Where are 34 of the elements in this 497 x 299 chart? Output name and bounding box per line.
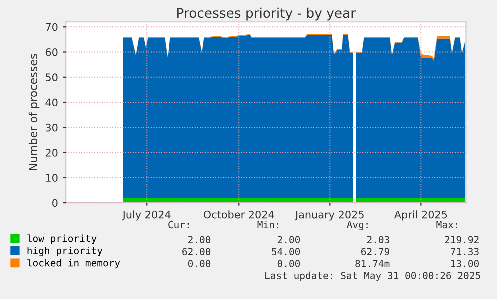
text: 81.74m [356,260,390,268]
text: 2.00 [278,236,300,244]
text: Avg: [347,221,368,230]
x-tick-label: April 2025 [394,210,448,221]
text: 13.00 [452,260,479,268]
text: Max: [436,221,458,229]
text: 0.00 [188,260,211,268]
text: 71.33 [451,248,479,256]
chart-title: Processes priority - by year [178,8,356,21]
y-tick-label: 40 [46,98,58,107]
text: Last update: Sat May 31 00:00:26 2025 [266,272,480,282]
text: Min: [258,221,278,228]
text: 2.00 [188,236,211,244]
text: Cur: [168,221,190,229]
y-tick-label: 30 [46,124,58,132]
text: 219.92 [445,236,479,244]
text: 2.03 [367,236,390,244]
y-tick-label: 0 [52,199,58,208]
y-tick-label: 20 [46,149,58,157]
legend-label: locked in memory [28,259,120,269]
y-tick-label: 60 [46,48,58,56]
text: 62.79 [362,248,390,256]
y-tick-label: 50 [46,74,58,82]
y-tick-label: 70 [46,23,58,32]
legend-label: low priority [28,234,97,244]
y-axis-title: Number of processes [28,54,40,170]
x-tick-label: July 2024 [122,210,171,221]
x-tick-label: January 2025 [294,210,364,221]
text: 62.00 [182,248,211,256]
text: 0.00 [278,260,300,268]
x-tick-label: October 2024 [204,210,274,219]
legend-label: high priority [28,246,103,256]
text: 54.00 [272,248,300,256]
y-tick-label: 10 [46,174,58,182]
